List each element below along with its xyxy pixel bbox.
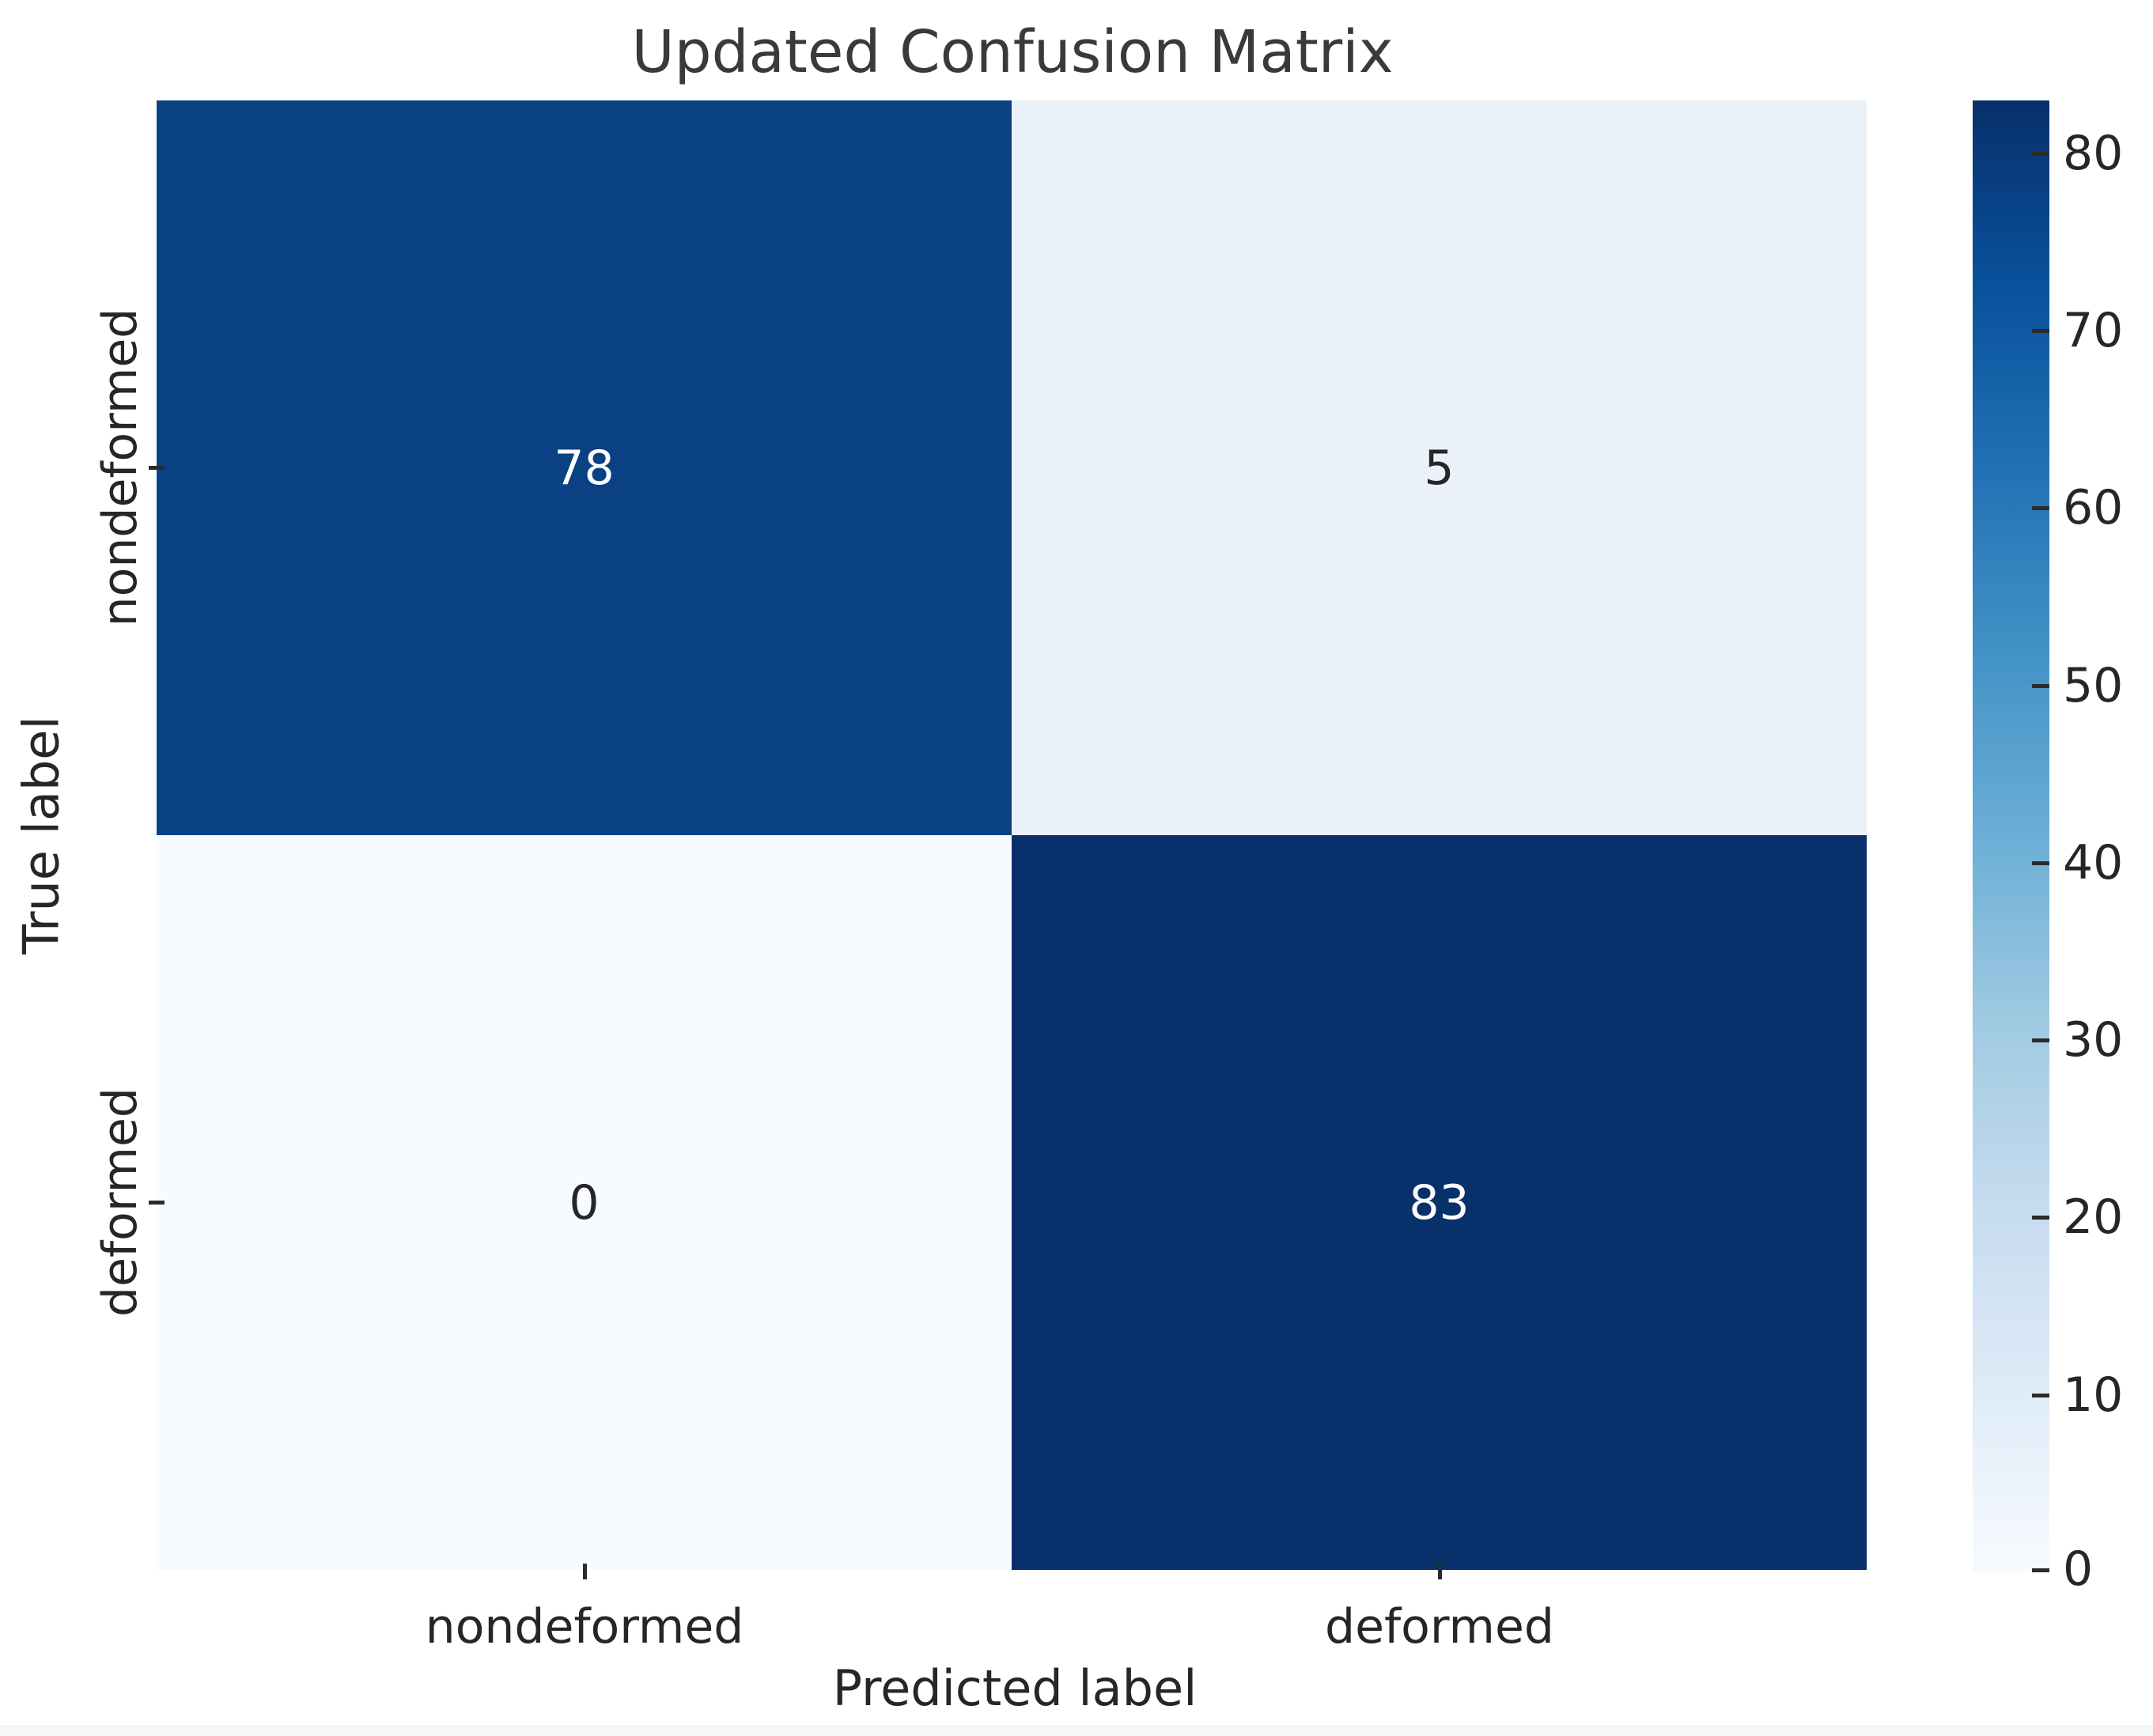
colorbar-tick-label-80: 80 [2063, 126, 2124, 181]
bottom-edge-strip [0, 1726, 2153, 1736]
colorbar-tick-label-60: 60 [2063, 480, 2124, 535]
colorbar-tick-mark-60 [2032, 506, 2049, 510]
x-tick-mark-nondeformed [583, 1564, 587, 1579]
y-tick-label-nondeformed: nondeformed [93, 308, 148, 627]
colorbar-tick-label-70: 70 [2063, 303, 2124, 358]
y-tick-label-deformed: deformed [93, 1087, 148, 1317]
x-tick-label-deformed: deformed [1325, 1599, 1554, 1655]
colorbar-tick-mark-80 [2032, 152, 2049, 156]
colorbar-tick-mark-20 [2032, 1216, 2049, 1220]
x-tick-label-nondeformed: nondeformed [425, 1599, 744, 1655]
colorbar-tick-mark-70 [2032, 329, 2049, 333]
x-axis-label: Predicted label [832, 1659, 1198, 1717]
chart-title: Updated Confusion Matrix [631, 18, 1394, 86]
colorbar-gradient [1973, 100, 2049, 1572]
y-axis-label: True label [12, 716, 70, 955]
colorbar-tick-label-10: 10 [2063, 1367, 2124, 1423]
colorbar-tick-mark-0 [2032, 1568, 2049, 1572]
colorbar-tick-label-50: 50 [2063, 658, 2124, 713]
colorbar-tick-mark-40 [2032, 861, 2049, 865]
colorbar-tick-label-20: 20 [2063, 1189, 2124, 1245]
cell-value: 83 [1409, 1174, 1470, 1231]
cell-value: 78 [554, 440, 615, 496]
heatmap-matrix: 78 5 0 83 [157, 100, 1867, 1570]
heatmap-cell-true-deformed-pred-nondeformed: 0 [157, 835, 1012, 1570]
heatmap-cell-true-nondeformed-pred-deformed: 5 [1012, 100, 1867, 835]
colorbar-tick-mark-30 [2032, 1038, 2049, 1042]
x-tick-mark-deformed [1438, 1564, 1442, 1579]
colorbar-tick-mark-10 [2032, 1394, 2049, 1397]
colorbar-tick-label-30: 30 [2063, 1012, 2124, 1068]
colorbar-tick-label-40: 40 [2063, 835, 2124, 891]
heatmap-cell-true-nondeformed-pred-nondeformed: 78 [157, 100, 1012, 835]
heatmap-cell-true-deformed-pred-deformed: 83 [1012, 835, 1867, 1570]
y-tick-mark-deformed [149, 1201, 165, 1205]
cell-value: 5 [1424, 440, 1455, 496]
colorbar: 80 70 60 50 40 30 20 10 0 [1973, 100, 2153, 1594]
cell-value: 0 [569, 1174, 600, 1231]
colorbar-tick-mark-50 [2032, 684, 2049, 688]
y-tick-mark-nondeformed [149, 466, 165, 470]
colorbar-tick-label-0: 0 [2063, 1541, 2094, 1597]
